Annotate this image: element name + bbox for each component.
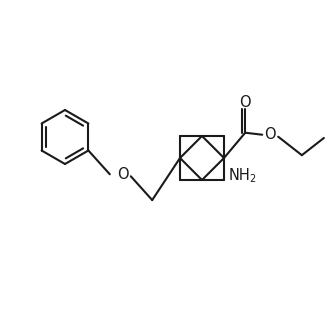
Text: O: O: [117, 167, 129, 182]
Text: 2: 2: [249, 174, 255, 184]
Text: NH: NH: [229, 169, 251, 183]
Text: O: O: [239, 95, 251, 110]
Text: O: O: [264, 127, 276, 142]
